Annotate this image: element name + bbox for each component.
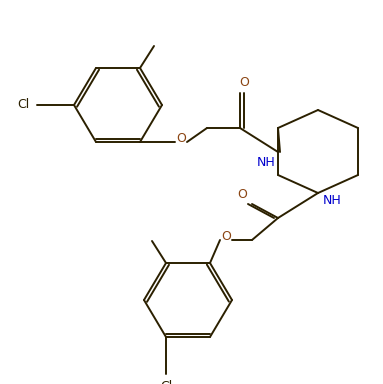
Text: O: O [221, 230, 231, 243]
Text: Cl: Cl [17, 99, 29, 111]
Text: O: O [176, 132, 186, 146]
Text: NH: NH [257, 156, 275, 169]
Text: O: O [239, 76, 249, 89]
Text: NH: NH [322, 195, 341, 207]
Text: O: O [237, 187, 247, 200]
Text: Cl: Cl [160, 379, 172, 384]
